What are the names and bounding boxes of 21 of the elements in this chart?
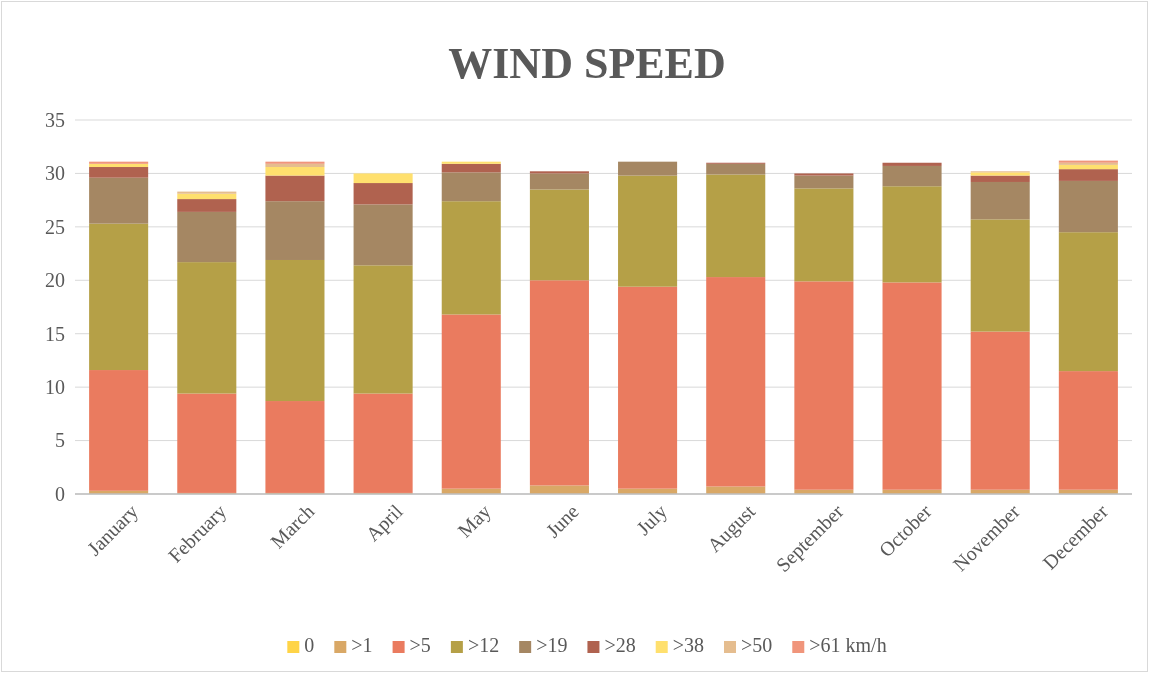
x-tick-label: July	[632, 500, 672, 540]
legend-label: >5	[409, 634, 431, 656]
x-tick-label: May	[453, 500, 496, 543]
y-tick-label: 15	[45, 322, 65, 345]
y-tick-label: 0	[55, 482, 65, 505]
y-tick-label: 25	[45, 215, 65, 238]
legend-label: >1	[351, 634, 373, 656]
legend-label: >50	[741, 634, 773, 656]
y-tick-label: 10	[45, 376, 65, 399]
x-tick-label: June	[541, 499, 584, 542]
legend-label: >28	[604, 634, 636, 656]
legend-label: 0	[304, 634, 315, 656]
legend-label: >12	[467, 634, 500, 656]
legend-label: >38	[672, 634, 704, 656]
y-tick-label: 30	[45, 162, 65, 185]
legend-label: >61 km/h	[809, 634, 887, 656]
y-tick-label: 35	[45, 108, 65, 131]
chart-title: WIND SPEED	[448, 39, 726, 88]
y-tick-label: 20	[45, 269, 65, 292]
y-tick-label: 5	[55, 429, 65, 452]
legend-label: >19	[536, 634, 568, 656]
